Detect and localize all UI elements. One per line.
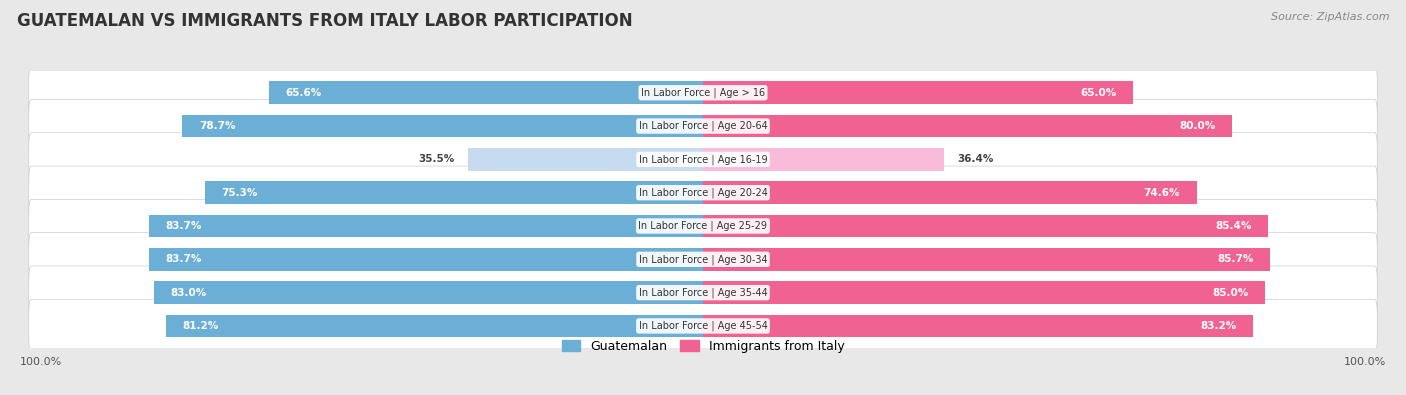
Bar xyxy=(703,248,1270,271)
Text: In Labor Force | Age 35-44: In Labor Force | Age 35-44 xyxy=(638,288,768,298)
Bar xyxy=(149,248,703,271)
Text: 83.7%: 83.7% xyxy=(166,221,202,231)
Bar xyxy=(166,315,703,337)
Text: 85.7%: 85.7% xyxy=(1218,254,1254,264)
Text: 83.7%: 83.7% xyxy=(166,254,202,264)
Bar xyxy=(183,115,703,137)
Text: 75.3%: 75.3% xyxy=(221,188,257,198)
Text: 85.4%: 85.4% xyxy=(1215,221,1251,231)
Bar xyxy=(153,281,703,304)
Legend: Guatemalan, Immigrants from Italy: Guatemalan, Immigrants from Italy xyxy=(557,335,849,358)
Text: 74.6%: 74.6% xyxy=(1143,188,1180,198)
FancyBboxPatch shape xyxy=(28,199,1378,253)
Text: 83.0%: 83.0% xyxy=(170,288,207,298)
FancyBboxPatch shape xyxy=(28,266,1378,319)
Text: 36.4%: 36.4% xyxy=(957,154,994,164)
Bar xyxy=(703,148,943,171)
Text: 80.0%: 80.0% xyxy=(1180,121,1216,131)
Text: 85.0%: 85.0% xyxy=(1212,288,1249,298)
Bar xyxy=(703,315,1254,337)
Bar xyxy=(703,281,1265,304)
Text: In Labor Force | Age 16-19: In Labor Force | Age 16-19 xyxy=(638,154,768,165)
FancyBboxPatch shape xyxy=(28,100,1378,153)
Bar xyxy=(703,81,1133,104)
FancyBboxPatch shape xyxy=(28,166,1378,219)
Bar xyxy=(468,148,703,171)
Text: In Labor Force | Age 20-24: In Labor Force | Age 20-24 xyxy=(638,188,768,198)
Text: In Labor Force | Age > 16: In Labor Force | Age > 16 xyxy=(641,88,765,98)
Text: In Labor Force | Age 25-29: In Labor Force | Age 25-29 xyxy=(638,221,768,231)
Text: In Labor Force | Age 45-54: In Labor Force | Age 45-54 xyxy=(638,321,768,331)
Bar xyxy=(703,115,1232,137)
FancyBboxPatch shape xyxy=(28,66,1378,119)
Text: 65.6%: 65.6% xyxy=(285,88,322,98)
Bar xyxy=(205,181,703,204)
Text: 78.7%: 78.7% xyxy=(198,121,235,131)
Text: In Labor Force | Age 20-64: In Labor Force | Age 20-64 xyxy=(638,121,768,131)
Bar xyxy=(269,81,703,104)
Bar xyxy=(703,214,1268,237)
Bar xyxy=(703,181,1197,204)
Text: Source: ZipAtlas.com: Source: ZipAtlas.com xyxy=(1271,12,1389,22)
Text: GUATEMALAN VS IMMIGRANTS FROM ITALY LABOR PARTICIPATION: GUATEMALAN VS IMMIGRANTS FROM ITALY LABO… xyxy=(17,12,633,30)
FancyBboxPatch shape xyxy=(28,133,1378,186)
Text: 83.2%: 83.2% xyxy=(1201,321,1237,331)
Text: 65.0%: 65.0% xyxy=(1080,88,1116,98)
FancyBboxPatch shape xyxy=(28,299,1378,353)
Text: In Labor Force | Age 30-34: In Labor Force | Age 30-34 xyxy=(638,254,768,265)
Text: 35.5%: 35.5% xyxy=(419,154,456,164)
FancyBboxPatch shape xyxy=(28,233,1378,286)
Bar xyxy=(149,214,703,237)
Text: 81.2%: 81.2% xyxy=(183,321,218,331)
